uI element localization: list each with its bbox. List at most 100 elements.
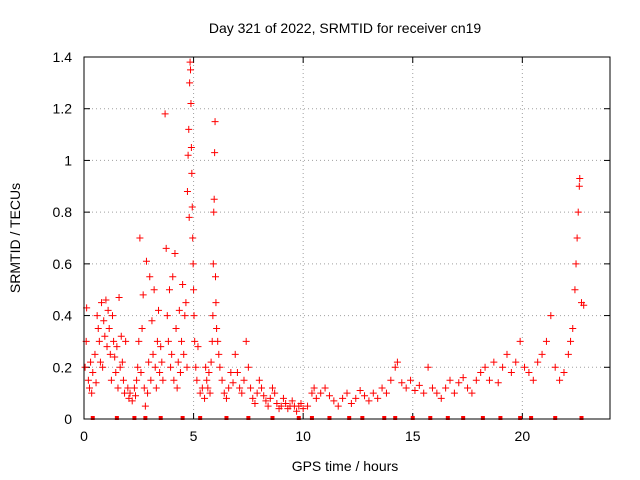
data-point-marker xyxy=(222,394,230,402)
data-point-marker xyxy=(547,312,555,320)
bottom-marker xyxy=(498,416,503,420)
data-point-marker xyxy=(411,387,419,395)
data-point-marker xyxy=(347,399,355,407)
data-point-marker xyxy=(203,376,211,384)
data-point-marker xyxy=(247,384,255,392)
data-point-marker xyxy=(103,343,111,351)
data-point-marker xyxy=(455,379,463,387)
bottom-marker xyxy=(461,416,466,420)
data-point-marker xyxy=(560,368,568,376)
data-point-marker xyxy=(183,187,191,195)
data-point-marker xyxy=(312,394,320,402)
data-point-marker xyxy=(516,337,524,345)
data-point-marker xyxy=(157,343,165,351)
data-point-marker xyxy=(189,260,197,268)
bottom-marker xyxy=(393,416,398,420)
data-point-marker xyxy=(387,376,395,384)
data-point-marker xyxy=(196,389,204,397)
data-point-marker xyxy=(159,376,167,384)
bottom-marker xyxy=(198,416,203,420)
data-point-marker xyxy=(229,379,237,387)
bottom-marker xyxy=(347,416,352,420)
data-point-marker xyxy=(130,384,138,392)
data-point-marker xyxy=(450,389,458,397)
data-point-marker xyxy=(183,363,191,371)
data-point-marker xyxy=(146,273,154,281)
data-point-marker xyxy=(580,301,588,309)
data-point-marker xyxy=(573,234,581,242)
data-point-marker xyxy=(135,337,143,345)
bottom-marker xyxy=(90,416,95,420)
data-point-marker xyxy=(87,358,95,366)
data-point-marker xyxy=(190,286,198,294)
data-point-marker xyxy=(111,353,119,361)
data-point-marker xyxy=(575,182,583,190)
data-point-marker xyxy=(238,389,246,397)
data-point-marker xyxy=(148,317,156,325)
data-point-marker xyxy=(365,397,373,405)
bottom-marker xyxy=(360,416,365,420)
data-point-marker xyxy=(213,325,221,332)
data-point-marker xyxy=(128,397,136,405)
data-point-marker xyxy=(132,392,140,400)
data-point-marker xyxy=(308,389,316,397)
bottom-marker xyxy=(132,416,137,420)
data-point-marker xyxy=(442,384,450,392)
data-point-marker xyxy=(139,291,147,299)
data-point-marker xyxy=(151,363,159,371)
data-point-marker xyxy=(88,389,96,397)
data-point-marker xyxy=(260,392,268,400)
data-point-marker xyxy=(186,79,194,87)
data-point-marker xyxy=(507,368,515,376)
data-point-marker xyxy=(446,376,454,384)
data-point-marker xyxy=(102,296,110,304)
bottom-marker xyxy=(143,416,148,420)
data-point-marker xyxy=(468,389,476,397)
data-point-marker xyxy=(133,376,141,384)
data-point-marker xyxy=(251,399,259,407)
data-point-marker xyxy=(428,384,436,392)
plot-frame xyxy=(83,56,611,420)
data-point-marker xyxy=(244,363,252,371)
data-point-marker xyxy=(93,312,101,320)
data-point-marker xyxy=(268,384,276,392)
data-point-marker xyxy=(437,394,445,402)
data-point-marker xyxy=(153,337,161,345)
chart-title: Day 321 of 2022, SRMTID for receiver cn1… xyxy=(209,20,482,36)
x-axis-label: GPS time / hours xyxy=(292,458,399,474)
data-point-marker xyxy=(152,384,160,392)
data-points xyxy=(81,58,588,415)
data-point-marker xyxy=(433,389,441,397)
data-point-marker xyxy=(503,350,511,358)
data-point-marker xyxy=(538,350,546,358)
data-point-marker xyxy=(266,394,274,402)
data-point-marker xyxy=(187,66,195,74)
data-point-marker xyxy=(188,203,196,211)
data-point-marker xyxy=(551,363,559,371)
data-point-marker xyxy=(525,368,533,376)
data-point-marker xyxy=(382,389,390,397)
data-point-marker xyxy=(233,368,241,376)
data-point-marker xyxy=(122,337,130,345)
data-point-marker xyxy=(534,358,542,366)
data-point-marker xyxy=(194,343,202,351)
data-point-marker xyxy=(356,387,364,395)
data-point-marker xyxy=(271,389,279,397)
data-point-marker xyxy=(299,405,307,413)
bottom-marker xyxy=(158,416,163,420)
axis-ticks: 0 0.2 0.4 0.6 0.8 1 1.2 1.4 0 5 10 15 20 xyxy=(53,49,610,444)
bottom-marker xyxy=(428,416,433,420)
data-point-marker xyxy=(91,350,99,358)
data-point-marker xyxy=(236,384,244,392)
data-point-marker xyxy=(255,376,263,384)
data-point-marker xyxy=(218,376,226,384)
data-point-marker xyxy=(330,397,338,405)
data-point-marker xyxy=(201,394,209,402)
data-point-marker xyxy=(374,394,382,402)
data-point-marker xyxy=(137,368,145,376)
data-point-marker xyxy=(424,363,432,371)
data-point-marker xyxy=(206,389,214,397)
data-point-marker xyxy=(304,402,312,410)
data-point-marker xyxy=(175,306,183,314)
data-point-marker xyxy=(220,389,228,397)
